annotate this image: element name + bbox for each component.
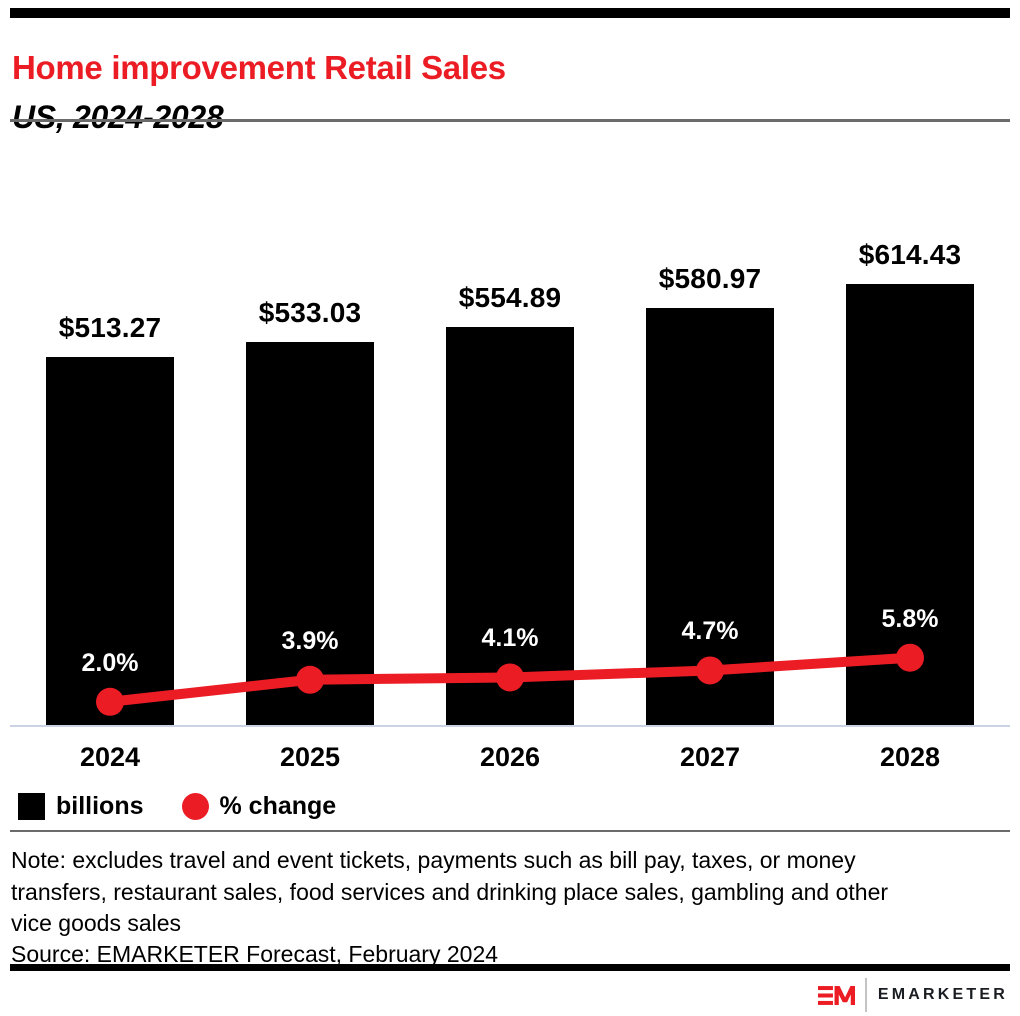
footer-rule: [10, 964, 1010, 971]
x-axis-label-2026: 2026: [479, 742, 541, 772]
pct-label-2025: 3.9%: [281, 626, 339, 655]
header-rule: [10, 119, 1010, 122]
legend-bar-label: billions: [56, 792, 144, 820]
bar-2025: [246, 342, 374, 725]
legend-bar-swatch: [18, 792, 45, 820]
top-rule: [10, 8, 1010, 18]
note-line-3: vice goods sales: [11, 910, 182, 936]
brand-wordmark: EMARKETER: [877, 986, 1008, 1003]
x-axis-label-2024: 2024: [79, 742, 141, 772]
note-text: Note: excludes travel and event tickets,…: [11, 845, 888, 940]
legend-line-label: % change: [219, 792, 337, 820]
pct-label-2028: 5.8%: [881, 604, 939, 633]
emarketer-logo-icon: [817, 985, 855, 1005]
note-line-2: transfers, restaurant sales, food servic…: [11, 878, 889, 905]
bar-value-2028: $614.43: [858, 239, 962, 271]
chart-legend: billions % change: [18, 791, 336, 821]
bar-value-2024: $513.27: [58, 311, 162, 343]
page-title: Home improvement Retail Sales: [12, 49, 506, 87]
bar-2028: [846, 284, 974, 725]
note-line-1: Note: excludes travel and event tickets,…: [11, 847, 856, 873]
page-subtitle: US, 2024-2028: [12, 98, 224, 135]
brand-divider: [864, 978, 867, 1012]
bar-value-2026: $554.89: [458, 281, 562, 313]
pct-label-2027: 4.7%: [681, 617, 739, 646]
x-axis-label-2025: 2025: [279, 742, 341, 772]
footnote-rule: [10, 830, 1010, 832]
bar-2027: [646, 308, 774, 725]
pct-label-2026: 4.1%: [481, 624, 539, 653]
x-axis-label-2028: 2028: [879, 742, 941, 772]
emarketer-brand: EMARKETER: [817, 978, 1008, 1012]
x-axis-label-2027: 2027: [679, 742, 741, 772]
bar-value-2027: $580.97: [658, 263, 762, 295]
bar-2026: [446, 326, 574, 725]
pct-label-2024: 2.0%: [81, 648, 139, 677]
bar-value-2025: $533.03: [258, 297, 362, 329]
x-axis-baseline: [10, 725, 1010, 727]
source-text: Source: EMARKETER Forecast, February 202…: [11, 941, 499, 967]
legend-line-swatch: [181, 792, 209, 820]
